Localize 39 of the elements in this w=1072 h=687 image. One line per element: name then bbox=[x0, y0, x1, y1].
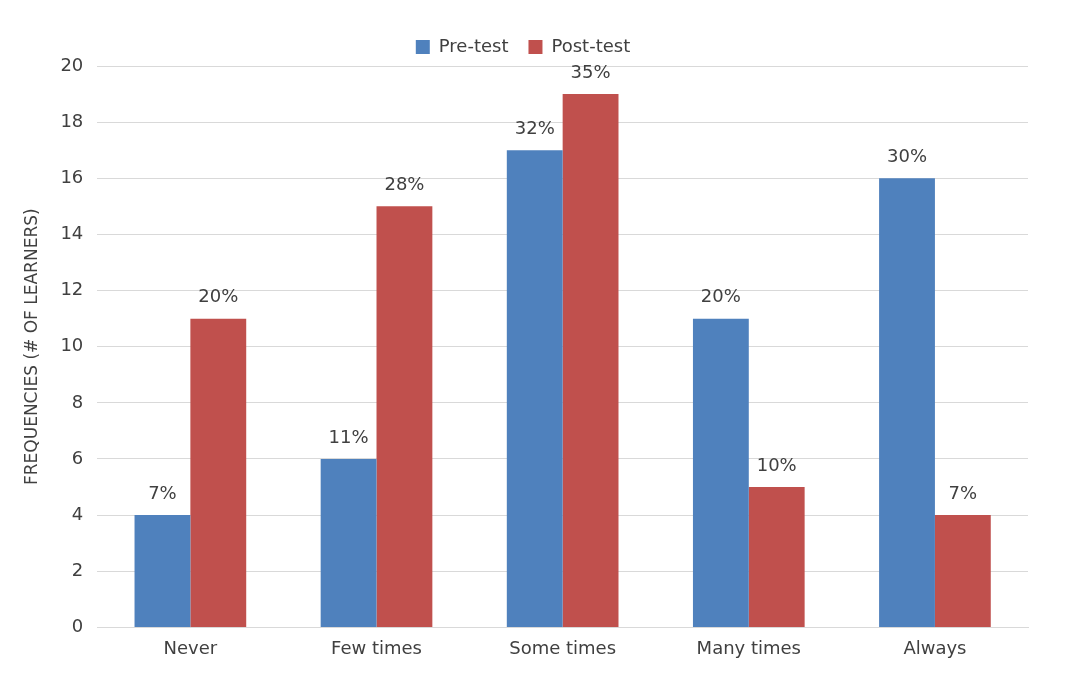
y-axis-title: FREQUENCIES (# OF LEARNERS) bbox=[20, 208, 41, 486]
bar bbox=[934, 515, 991, 627]
y-tick-label: 0 bbox=[71, 615, 84, 637]
bar bbox=[376, 206, 433, 627]
x-tick-label: Never bbox=[163, 636, 218, 658]
y-tick-label: 16 bbox=[60, 165, 84, 187]
annotation: 20% bbox=[198, 285, 239, 307]
annotation: 28% bbox=[384, 173, 425, 195]
legend-label: Pre-test bbox=[438, 34, 509, 56]
annotation: 11% bbox=[328, 425, 369, 447]
bar bbox=[692, 318, 749, 627]
y-tick-label: 8 bbox=[71, 390, 84, 412]
x-tick-label: Always bbox=[903, 636, 967, 658]
legend-label: Post-test bbox=[551, 34, 631, 56]
y-tick-label: 20 bbox=[60, 53, 84, 75]
annotation: 10% bbox=[756, 453, 797, 475]
y-tick-label: 6 bbox=[71, 446, 84, 468]
x-tick-label: Few times bbox=[331, 636, 422, 658]
annotation: 7% bbox=[948, 481, 978, 503]
annotation: 7% bbox=[148, 481, 177, 503]
x-tick-label: Some times bbox=[509, 636, 617, 658]
annotation: 20% bbox=[700, 285, 741, 307]
y-tick-label: 10 bbox=[60, 334, 84, 356]
bar bbox=[320, 458, 377, 627]
bar bbox=[748, 487, 805, 627]
annotation: 30% bbox=[887, 144, 928, 166]
y-tick-label: 18 bbox=[60, 109, 84, 131]
bar bbox=[879, 178, 935, 627]
y-tick-label: 14 bbox=[60, 222, 84, 244]
bar bbox=[134, 515, 191, 627]
annotation: 35% bbox=[570, 60, 611, 82]
bar bbox=[562, 94, 619, 627]
annotation: 32% bbox=[514, 116, 555, 138]
y-tick-label: 2 bbox=[71, 558, 84, 580]
y-tick-label: 4 bbox=[71, 502, 84, 524]
y-tick-label: 12 bbox=[60, 278, 84, 300]
x-tick-label: Many times bbox=[696, 636, 801, 658]
bar bbox=[506, 150, 563, 627]
bar bbox=[190, 318, 247, 627]
